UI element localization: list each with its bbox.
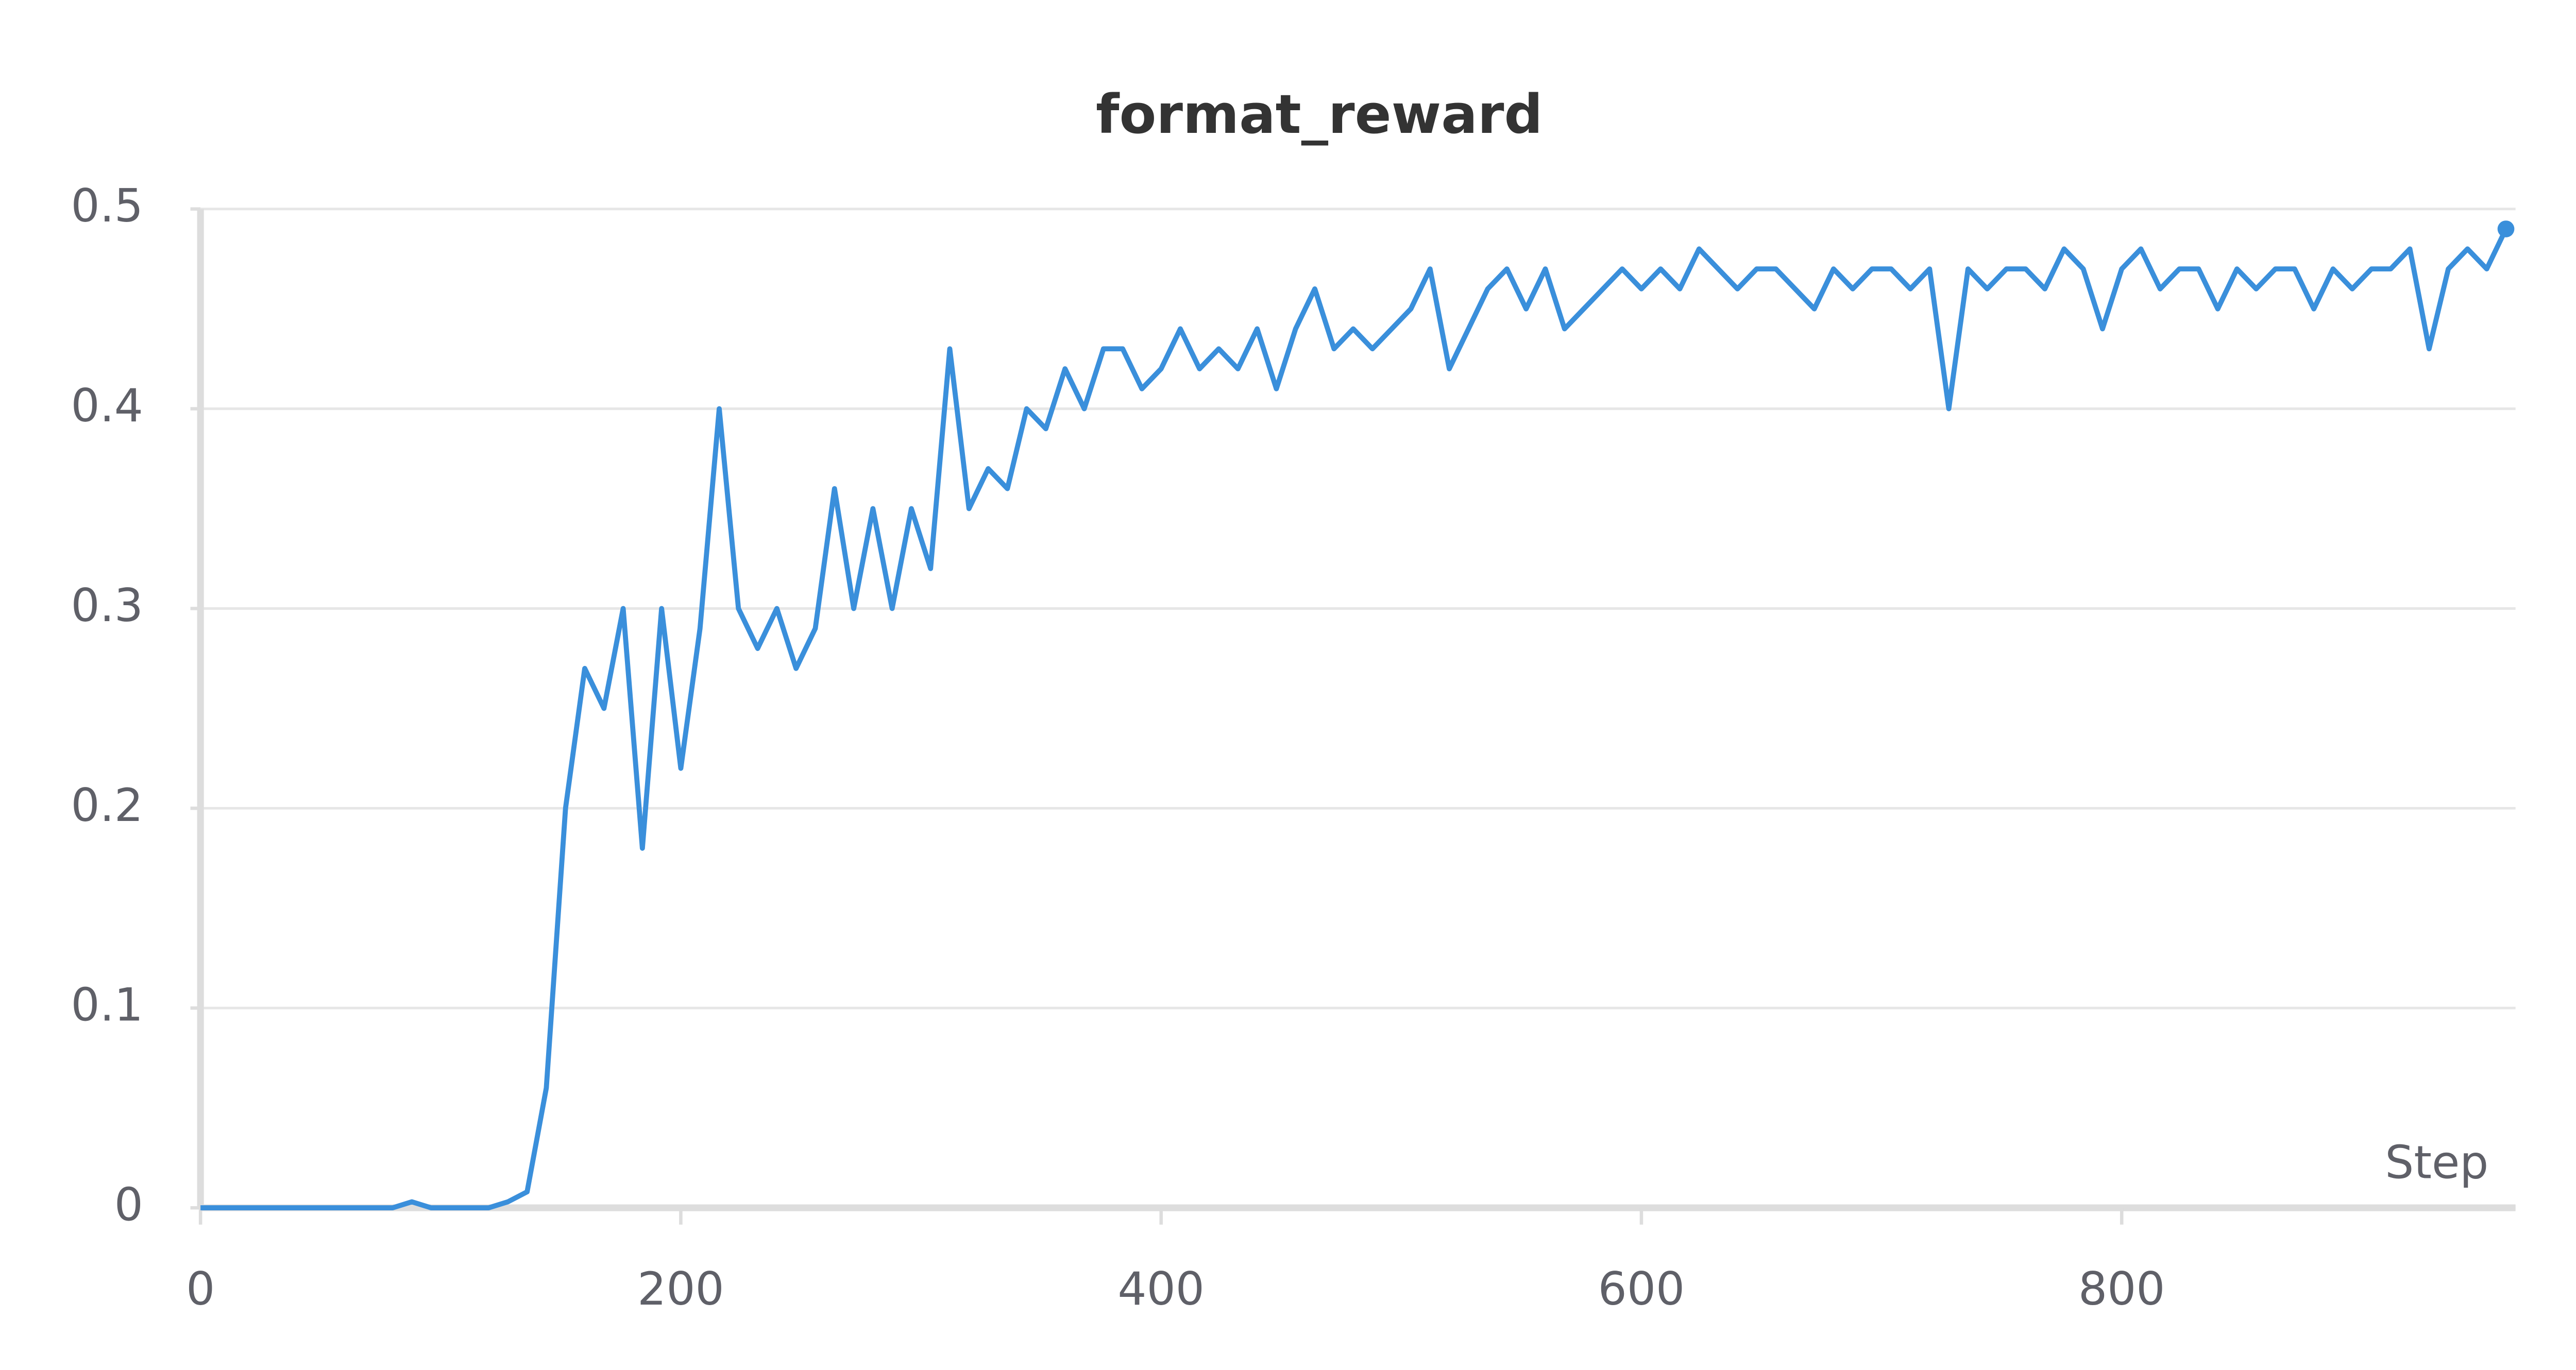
x-axis-label: Step bbox=[2385, 1136, 2488, 1189]
end-point bbox=[2497, 220, 2515, 237]
y-tick-label: 0.5 bbox=[71, 179, 143, 232]
x-tick-label: 200 bbox=[637, 1262, 724, 1315]
y-tick-label: 0.3 bbox=[71, 579, 143, 632]
chart-title: format_reward bbox=[1096, 83, 1543, 146]
y-tick-label: 0.4 bbox=[71, 379, 143, 432]
x-tick-label: 800 bbox=[2078, 1262, 2165, 1315]
y-tick-label: 0.1 bbox=[71, 979, 143, 1032]
y-tick-label: 0 bbox=[114, 1178, 143, 1231]
y-tick-label: 0.2 bbox=[71, 779, 143, 832]
x-tick-label: 400 bbox=[1117, 1262, 1205, 1315]
x-tick-label: 0 bbox=[186, 1262, 215, 1315]
series-line bbox=[200, 228, 2509, 1210]
x-tick-label: 600 bbox=[1598, 1262, 1685, 1315]
